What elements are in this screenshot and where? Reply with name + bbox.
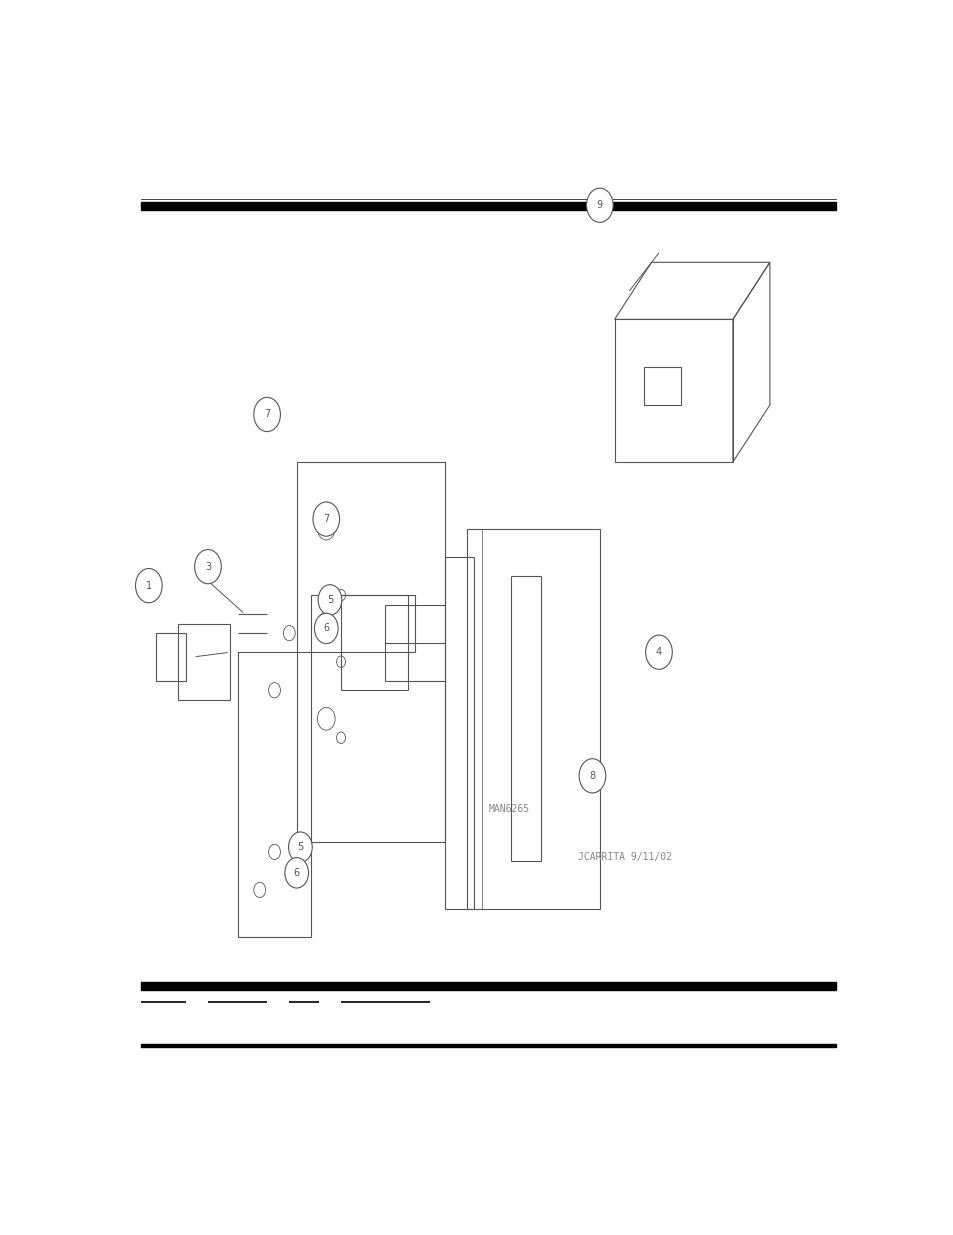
Circle shape: [253, 398, 280, 431]
Circle shape: [194, 550, 221, 584]
Text: 5: 5: [327, 595, 333, 605]
Bar: [156, 634, 186, 680]
Bar: [643, 367, 680, 405]
Text: 6: 6: [294, 868, 299, 878]
Text: 8: 8: [589, 771, 595, 781]
Circle shape: [135, 568, 162, 603]
Circle shape: [285, 857, 308, 888]
Circle shape: [578, 758, 605, 793]
Text: MAN6265: MAN6265: [488, 804, 530, 814]
Bar: [141, 203, 836, 210]
Bar: [141, 1044, 836, 1047]
Text: 6: 6: [323, 624, 329, 634]
Text: 7: 7: [323, 514, 329, 524]
Circle shape: [288, 832, 312, 862]
Circle shape: [317, 584, 341, 615]
Text: JCARRITA 9/11/02: JCARRITA 9/11/02: [577, 852, 671, 862]
Text: 4: 4: [656, 647, 661, 657]
Circle shape: [645, 635, 672, 669]
Text: 5: 5: [297, 842, 303, 852]
Text: 9: 9: [597, 200, 602, 210]
Text: 3: 3: [205, 562, 211, 572]
Text: 1: 1: [146, 580, 152, 590]
Circle shape: [314, 614, 337, 643]
Bar: [341, 595, 407, 690]
Circle shape: [586, 188, 613, 222]
Bar: [178, 624, 230, 700]
Bar: [141, 982, 836, 989]
Circle shape: [313, 501, 339, 536]
Text: 7: 7: [264, 410, 270, 420]
Bar: [311, 595, 415, 652]
